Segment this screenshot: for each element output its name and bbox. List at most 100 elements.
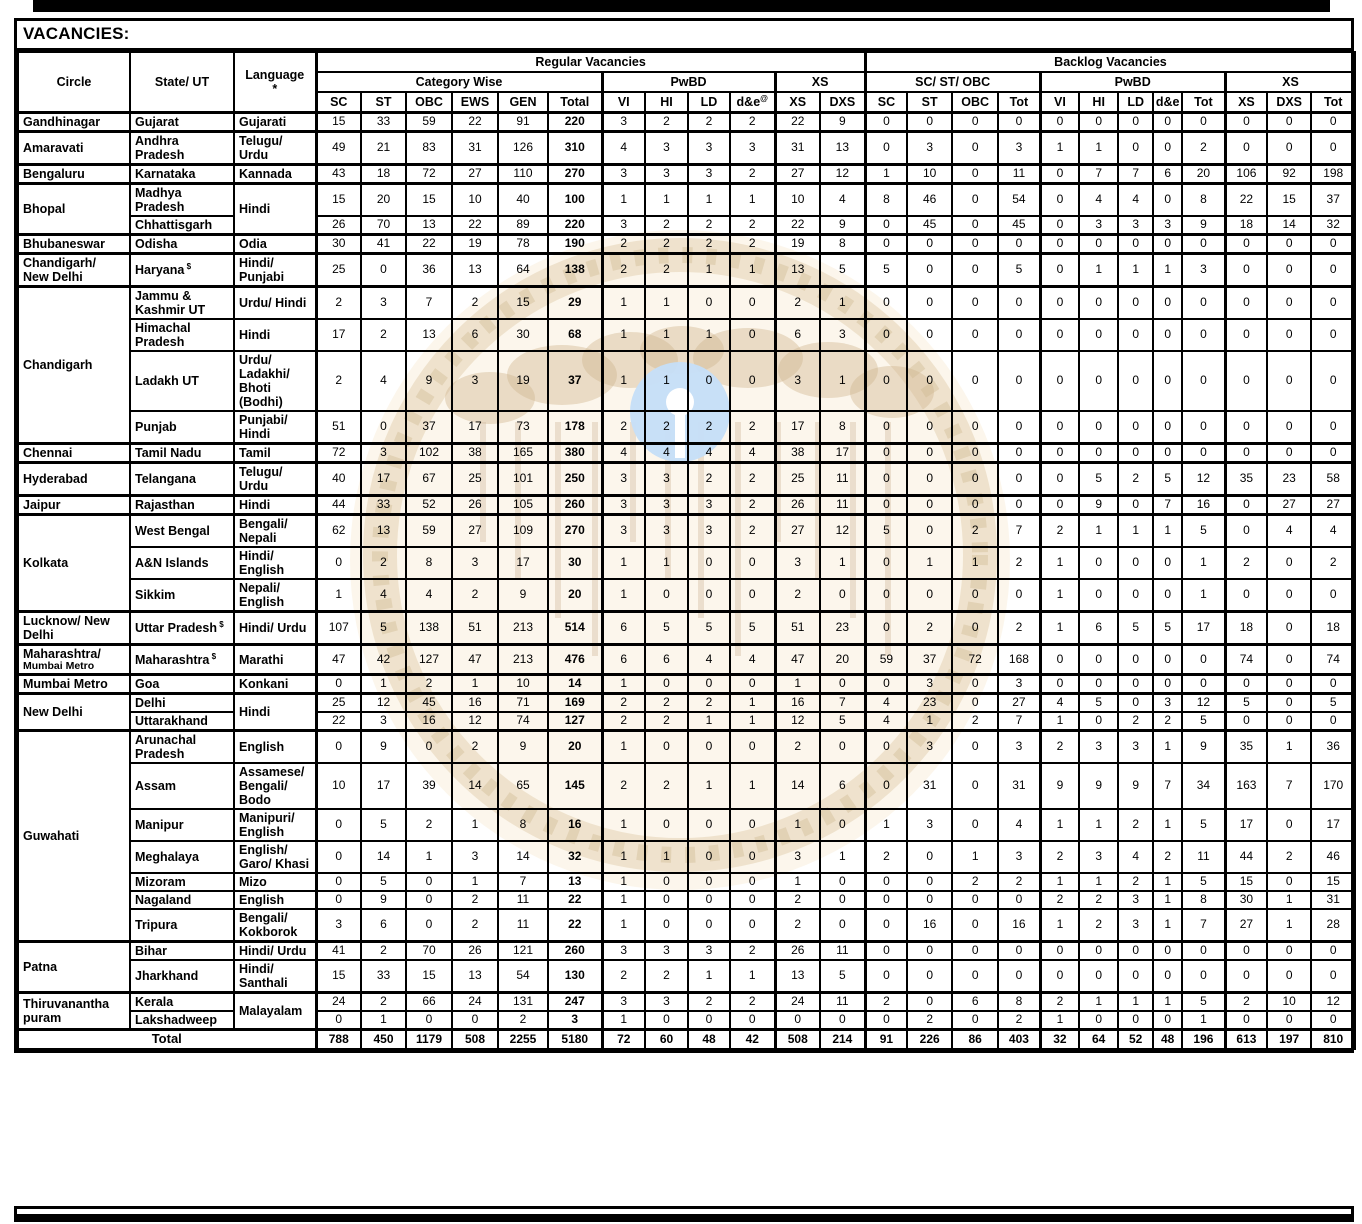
value-cell: 51 [451,610,499,646]
language-cell: Telugu/ Urdu [233,130,317,166]
value-cell: 0 [951,908,1000,943]
value-cell: 31 [906,762,954,811]
value-cell: 0 [360,410,407,445]
value-cell: 19 [773,233,821,255]
value-cell: 3 [547,1010,603,1031]
value-cell: 0 [863,578,909,613]
state-cell: Sikkim [129,578,235,613]
value-cell: 1 [729,762,776,811]
value-cell: 1 [1038,578,1081,613]
state-cell: Assam [129,762,235,811]
value-cell: 0 [863,546,909,580]
value-cell: 2 [773,578,821,613]
value-cell: 1 [1152,729,1184,765]
value-cell: 5 [1181,991,1227,1012]
state-cell: Uttar Pradesh $ [129,610,235,646]
value-cell: 1 [1117,991,1155,1012]
value-cell: 1 [600,1010,646,1031]
col-header: SC [314,91,362,114]
value-cell: 0 [1117,442,1155,464]
value-cell: 3 [1078,729,1120,765]
value-cell: 0 [1266,318,1313,352]
value-cell: 1 [687,252,731,288]
value-cell: 0 [405,1010,453,1031]
value-cell: 2 [729,991,776,1012]
value-cell: 5 [1223,692,1269,713]
value-cell: 1 [600,840,646,875]
value-cell: 0 [1266,940,1313,961]
value-cell: 0 [1266,546,1313,580]
value-cell: 0 [1310,711,1357,732]
table-body: Gandhinagar Gujarat Gujarati 15 33 59 22 91 220 3… [17,111,1357,1050]
value-cell: 4 [360,578,407,613]
value-cell: 2 [360,940,407,961]
value-cell: 2 [951,872,1000,893]
value-cell: 15 [1310,872,1357,893]
value-cell: 3 [600,111,646,133]
language-cell: Hindi/ English [233,546,317,580]
value-cell: 0 [687,808,731,843]
col-header: LD [1117,91,1155,114]
language-cell: Konkani [233,673,317,695]
value-cell: 2 [1152,840,1184,875]
value-cell: 2 [314,350,362,412]
value-cell: 0 [1310,252,1357,288]
value-cell: 35 [1223,729,1269,765]
value-cell: 2 [314,285,362,320]
value-cell: 44 [314,494,362,516]
value-cell: 0 [1223,673,1269,695]
value-cell: 6 [600,642,646,676]
value-cell: 46 [906,182,954,217]
total-value-cell: 5180 [547,1028,603,1050]
value-cell: 37 [1310,182,1357,217]
value-cell: 0 [1038,233,1081,255]
value-cell: 16 [405,711,453,732]
value-cell: 0 [1266,610,1313,646]
col-header: HI [1078,91,1120,114]
value-cell: 6 [1078,610,1120,646]
value-cell: 1 [600,318,646,352]
language-cell: Assamese/ Bengali/ Bodo [233,762,317,811]
value-cell: 0 [1038,111,1081,133]
language-cell: Kannada [233,163,317,185]
value-cell: 13 [818,130,867,166]
value-cell: 1 [729,182,776,217]
value-cell: 0 [1152,940,1184,961]
value-cell: 165 [497,442,549,464]
value-cell: 1 [951,546,1000,580]
value-cell: 10 [1266,991,1313,1012]
value-cell: 2 [687,215,731,236]
value-cell: 1 [1078,130,1120,166]
value-cell: 11 [497,890,549,911]
value-cell: 7 [997,711,1042,732]
value-cell: 49 [314,130,362,166]
value-cell: 2 [1152,711,1184,732]
total-value-cell: 42 [729,1028,776,1050]
value-cell: 0 [314,729,362,765]
circle-cell: New Delhi [17,692,131,732]
value-cell: 163 [1223,762,1269,811]
value-cell: 26 [773,940,821,961]
value-cell: 2 [773,729,821,765]
value-cell: 2 [687,461,731,497]
value-cell: 1 [863,163,909,185]
value-cell: 2 [497,1010,549,1031]
value-cell: 0 [951,130,1000,166]
table-row: Chandigarh/ New Delhi Haryana $ Hindi/ Pun… [17,252,1357,288]
value-cell: 0 [687,578,731,613]
value-cell: 0 [644,872,689,893]
value-cell: 52 [405,494,453,516]
value-cell: 30 [547,546,603,580]
value-cell: 25 [314,692,362,713]
value-cell: 0 [906,285,954,320]
value-cell: 0 [906,872,954,893]
table-header: Circle State/ UT Language * Regular Vacancie… [17,51,1357,114]
state-cell: Tamil Nadu [129,442,235,464]
language-cell: Marathi [233,642,317,676]
bottom-section-bar [14,1206,1354,1222]
value-cell: 0 [906,318,954,352]
value-cell: 6 [644,642,689,676]
value-cell: 106 [1223,163,1269,185]
state-cell: Rajasthan [129,494,235,516]
state-cell: Arunachal Pradesh [129,729,235,765]
